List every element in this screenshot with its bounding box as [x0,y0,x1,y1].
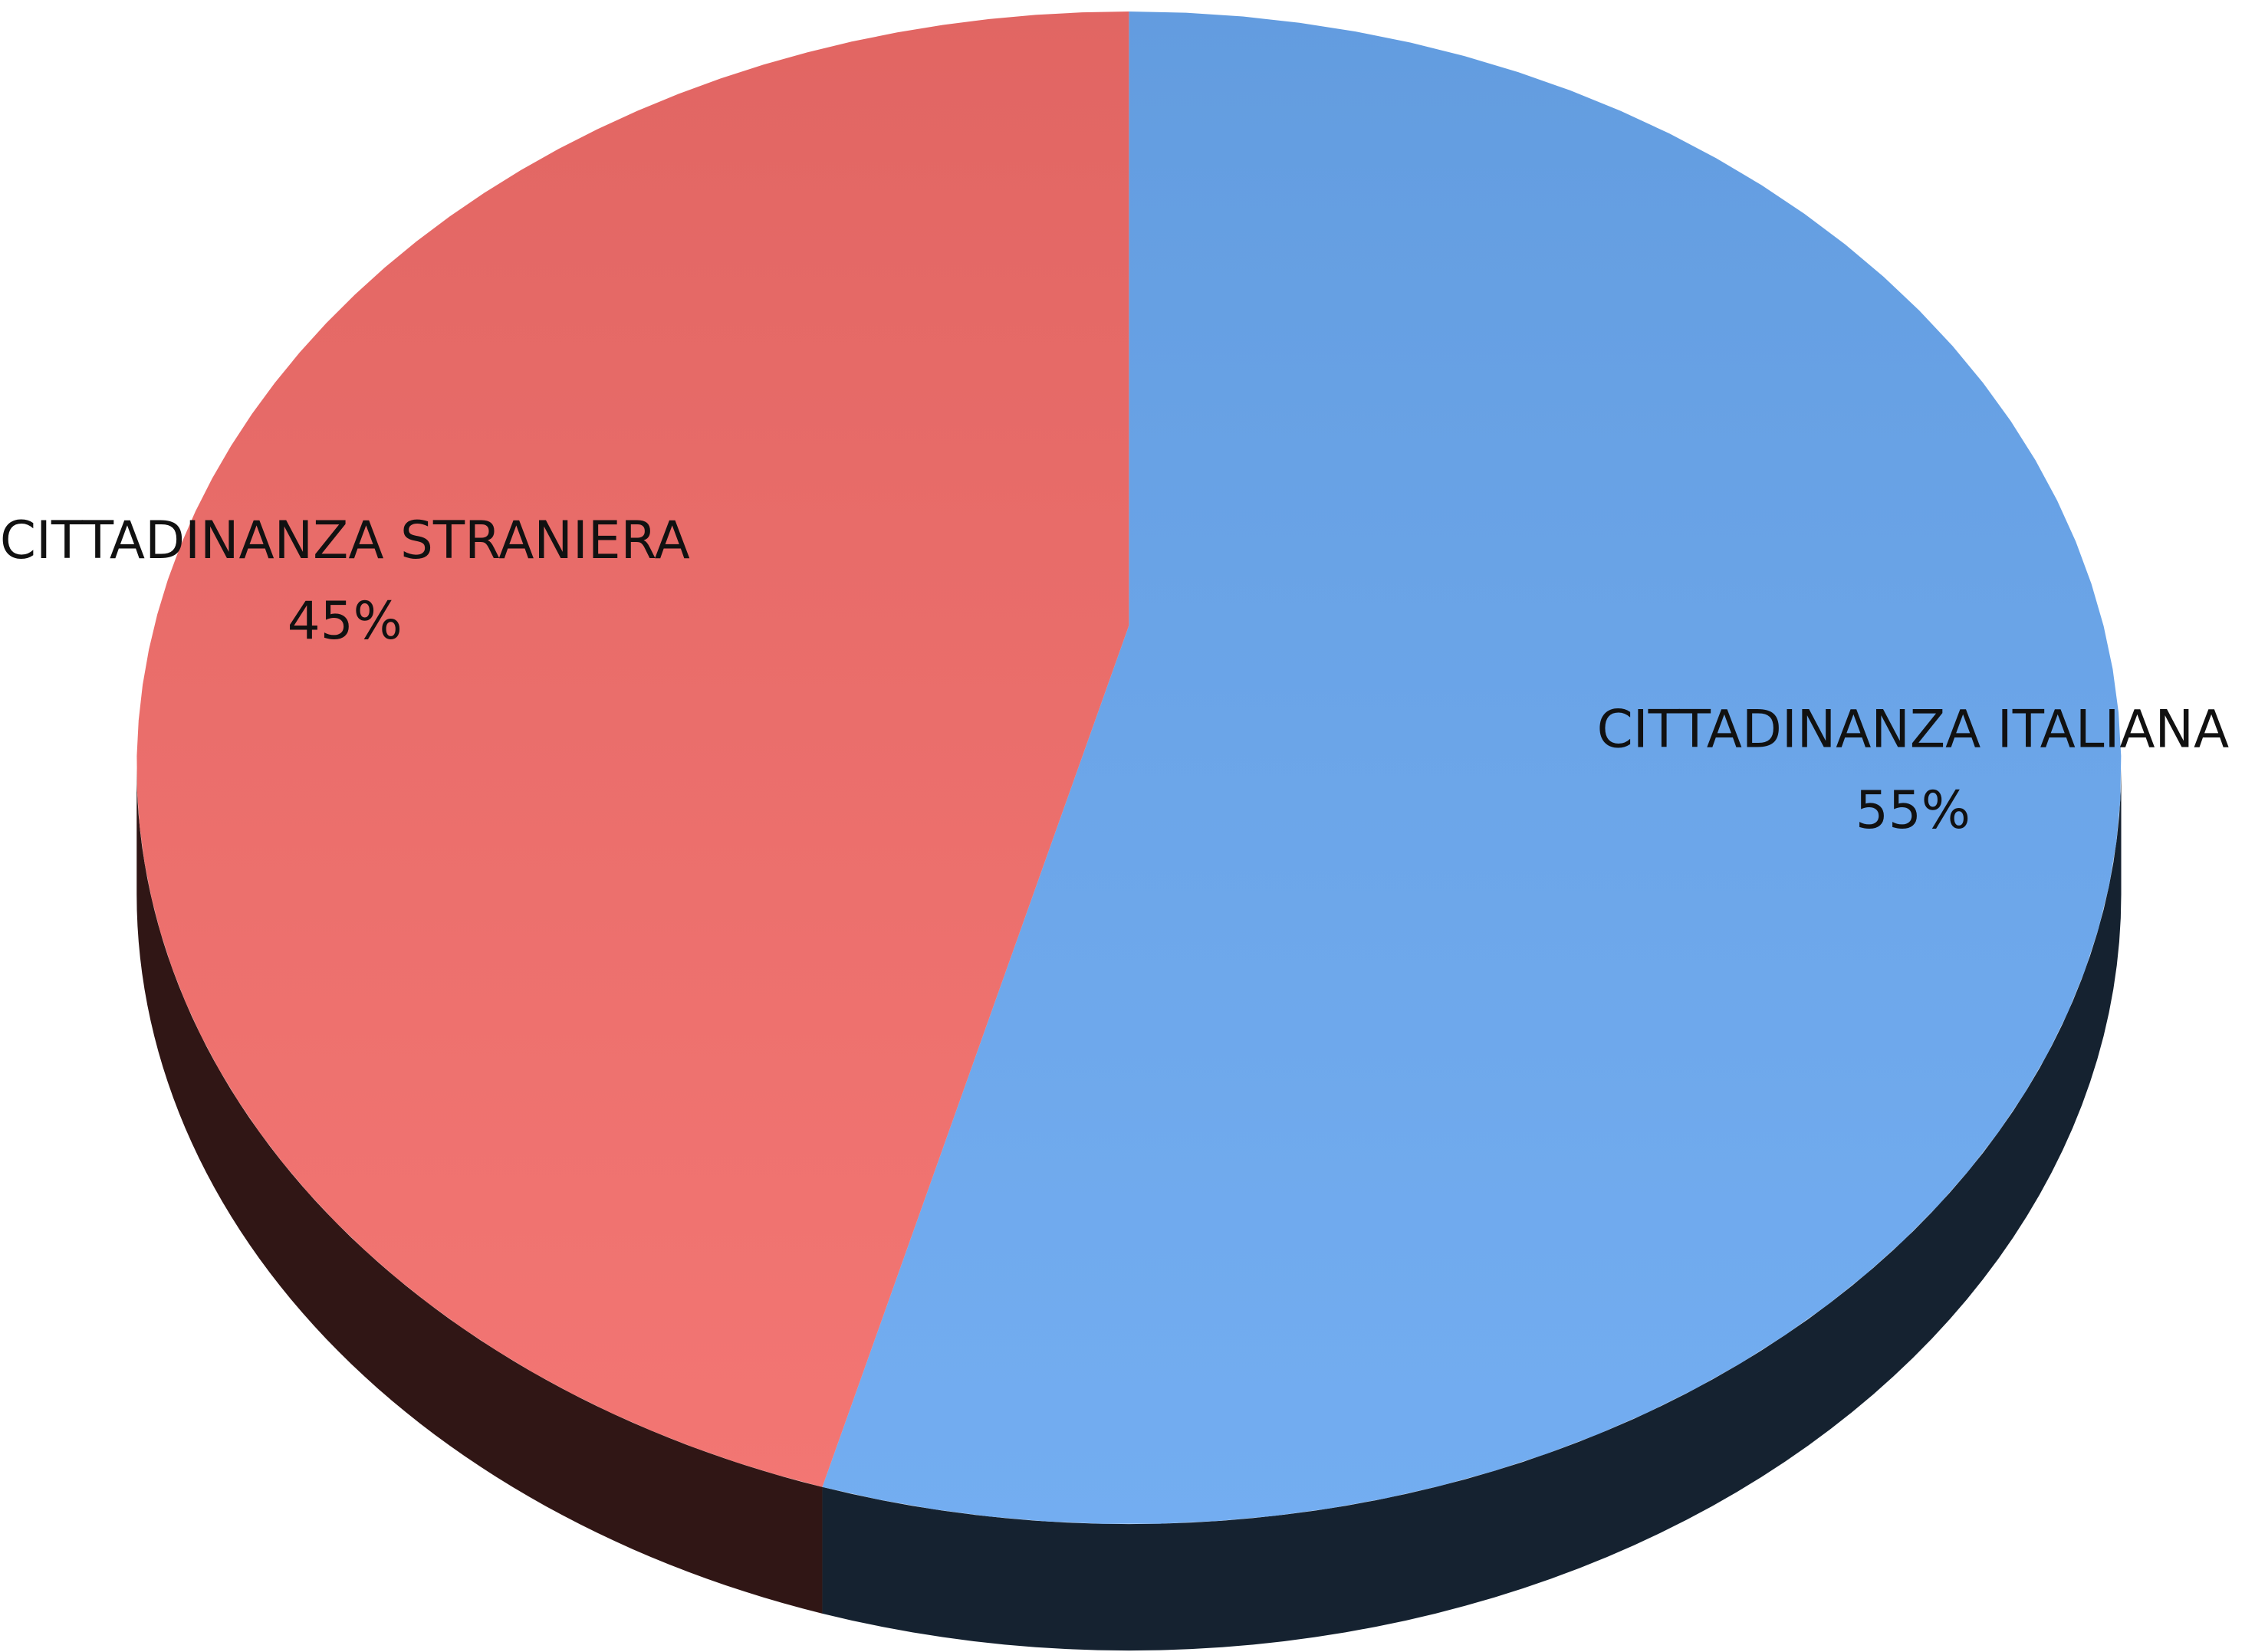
slice-side [136,767,823,1614]
slice-value-label: 45% [288,590,403,651]
slice-label: CITTADINANZA ITALIANA [1597,699,2230,760]
slice-shade [136,11,1129,1487]
slice-label: CITTADINANZA STRANIERA [0,510,690,570]
slice-value-label: 55% [1856,780,1971,840]
slice-shade [822,11,2122,1524]
slice-side [822,767,2122,1651]
